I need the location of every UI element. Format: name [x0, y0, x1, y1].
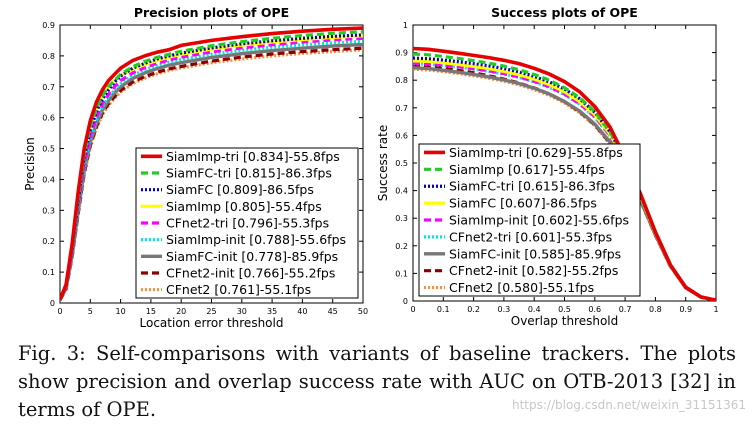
y-tick-label: 0.8	[395, 76, 408, 85]
x-tick-label: 40	[297, 307, 307, 316]
x-tick-label: 0.9	[679, 305, 692, 314]
y-tick-label: 0.9	[395, 49, 408, 58]
y-axis-label: Precision	[23, 137, 37, 191]
legend-entry: CFnet2 [0.761]-55.1fps	[166, 282, 311, 297]
x-tick-label: 15	[146, 307, 156, 316]
series-line	[60, 26, 363, 301]
y-tick-label: 0.4	[395, 187, 408, 196]
x-tick-label: 45	[328, 307, 338, 316]
y-tick-label: 0.7	[42, 83, 55, 92]
y-tick-label: 1	[403, 21, 408, 30]
legend-entry: SiamFC [0.809]-86.5fps	[166, 182, 314, 197]
x-tick-label: 35	[267, 307, 277, 316]
y-tick-label: 0.6	[395, 131, 408, 140]
legend-box	[135, 147, 359, 299]
watermark: https://blog.csdn.net/weixin_31151361	[511, 398, 746, 412]
x-tick-label: 1	[713, 305, 718, 314]
x-tick-label: 50	[358, 307, 368, 316]
y-tick-label: 0.5	[395, 159, 408, 168]
series-line	[60, 33, 363, 301]
y-axis-label: Success rate	[376, 125, 390, 202]
y-tick-label: 0.3	[42, 206, 55, 215]
chart-2: Success plots of OPE 0 0.1 0.2 0.3 0.4 0.5 0.6 0…	[376, 5, 719, 328]
y-tick-label: 0.5	[42, 145, 55, 154]
legend-box	[418, 143, 641, 297]
legend-entry: SiamImp-tri [0.629]-55.8fps	[449, 145, 623, 160]
y-tick-label: 0	[50, 299, 55, 308]
x-tick-label: 0.7	[619, 305, 632, 314]
x-axis-label: Overlap threshold	[511, 314, 619, 328]
legend-entry: SiamImp-init [0.602]-55.6fps	[449, 213, 629, 228]
x-tick-label: 20	[176, 307, 186, 316]
x-tick-label: 25	[206, 307, 216, 316]
x-tick-label: 10	[116, 307, 126, 316]
series-line	[413, 46, 716, 301]
x-tick-label: 5	[88, 307, 93, 316]
x-tick-label: 0.1	[437, 305, 450, 314]
legend-entry: SiamFC-tri [0.615]-86.3fps	[449, 179, 615, 194]
legend-entry: SiamImp-init [0.788]-55.6fps	[166, 232, 346, 247]
x-tick-label: 0.8	[649, 305, 662, 314]
y-tick-label: 0.7	[395, 104, 408, 113]
legend-entry: SiamFC [0.607]-86.5fps	[449, 196, 597, 211]
series-line	[60, 46, 363, 301]
x-tick-label: 0.2	[467, 305, 480, 314]
y-tick-label: 0.1	[395, 269, 408, 278]
y-tick-label: 0.3	[395, 214, 408, 223]
legend-entry: SiamImp-tri [0.834]-55.8fps	[166, 149, 340, 164]
chart-title: Success plots of OPE	[491, 5, 638, 20]
caption-label: Fig. 3:	[18, 342, 86, 365]
legend-entry: CFnet2-tri [0.796]-55.3fps	[166, 216, 329, 231]
legend-entry: SiamFC-tri [0.815]-86.3fps	[166, 166, 332, 181]
y-tick-label: 0.4	[42, 175, 55, 184]
legend-entry: SiamFC-init [0.778]-85.9fps	[166, 249, 338, 264]
x-tick-label: 30	[237, 307, 247, 316]
x-axis-label: Location error threshold	[140, 316, 284, 330]
legend-entry: CFnet2 [0.580]-55.1fps	[449, 280, 594, 295]
x-tick-label: 0.3	[498, 305, 511, 314]
legend-entry: CFnet2-init [0.582]-55.2fps	[449, 263, 618, 278]
y-tick-label: 0.2	[42, 237, 55, 246]
chart-title: Precision plots of OPE	[134, 5, 289, 20]
series-group	[413, 46, 716, 301]
x-tick-label: 0	[410, 305, 415, 314]
y-tick-label: 0.2	[395, 242, 408, 251]
figure-caption: Fig. 3: Self-comparisons with variants o…	[18, 340, 736, 424]
legend-entry: SiamImp [0.617]-55.4fps	[449, 162, 605, 177]
y-tick-label: 0	[403, 297, 408, 306]
y-tick-label: 0.8	[42, 52, 55, 61]
y-tick-label: 0.9	[42, 21, 55, 30]
legend-entry: SiamImp [0.805]-55.4fps	[166, 199, 322, 214]
x-tick-label: 0.6	[588, 305, 601, 314]
y-tick-label: 0.6	[42, 114, 55, 123]
x-tick-label: 0.5	[558, 305, 571, 314]
legend-entry: SiamFC-init [0.585]-85.9fps	[449, 246, 621, 261]
caption-text: Self-comparisons with variants of baseli…	[18, 342, 737, 421]
y-tick-label: 0.1	[42, 268, 55, 277]
x-tick-label: 0.4	[528, 305, 541, 314]
legend-entry: CFnet2-init [0.766]-55.2fps	[166, 266, 335, 281]
chart-1: Precision plots of OPE 0 5 10 15 20 25 30 35 40 45…	[23, 5, 368, 330]
legend-entry: CFnet2-tri [0.601]-55.3fps	[449, 229, 612, 244]
x-tick-label: 0	[57, 307, 62, 316]
series-line	[413, 61, 716, 301]
series-group	[60, 26, 363, 301]
